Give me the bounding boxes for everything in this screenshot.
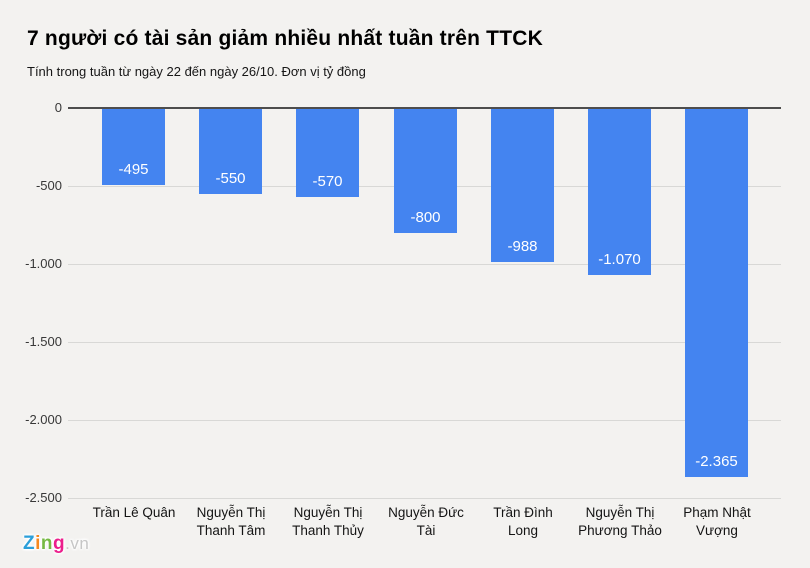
x-axis-category-label: Nguyễn Thị Thanh Thủy: [273, 504, 383, 540]
x-axis-category-line: Trần Đình: [493, 505, 553, 520]
gridline: [68, 342, 781, 343]
x-axis-category-line: Nguyễn Đức: [388, 505, 464, 520]
bar: -550: [199, 108, 262, 194]
y-axis-tick-label: -500: [35, 178, 62, 193]
x-axis-zero-line: [68, 107, 781, 109]
bar-value-label: -495: [118, 161, 149, 178]
zing-logo: Zing.vn: [23, 533, 89, 555]
x-axis-category-label: Nguyễn Thị Phương Thảo: [565, 504, 675, 540]
x-axis-category-line: Phương Thảo: [578, 523, 662, 538]
x-axis-category-line: Thanh Tâm: [196, 523, 266, 538]
bar: -988: [491, 108, 554, 262]
x-axis-category-label: Phạm Nhật Vượng: [662, 504, 772, 540]
bar: -800: [394, 108, 457, 233]
x-axis-category-line: Tài: [416, 523, 436, 538]
bar-value-label: -2.365: [695, 453, 738, 470]
x-axis-category-line: Vượng: [696, 523, 738, 538]
bar-value-label: -1.070: [598, 251, 641, 268]
y-axis-tick-label: -2.000: [25, 412, 62, 427]
gridline: [68, 420, 781, 421]
gridline: [68, 264, 781, 265]
y-axis-tick-label: 0: [54, 100, 62, 115]
bar: -495: [102, 108, 165, 185]
bar: -570: [296, 108, 359, 197]
y-axis-tick-label: -1.500: [25, 334, 62, 349]
logo-letter: g: [53, 533, 66, 554]
logo-letter: i: [35, 533, 41, 554]
y-axis-tick-label: -1.000: [25, 256, 62, 271]
chart-title: 7 người có tài sản giảm nhiều nhất tuần …: [27, 27, 543, 50]
chart-subtitle: Tính trong tuần từ ngày 22 đến ngày 26/1…: [27, 64, 366, 79]
x-axis-category-line: Nguyễn Thị: [196, 505, 266, 520]
x-axis-category-line: Phạm Nhật: [683, 505, 751, 520]
x-axis-category-label: Nguyễn Thị Thanh Tâm: [176, 504, 286, 540]
bar: -2.365: [685, 108, 748, 477]
bar-value-label: -570: [312, 173, 343, 190]
x-axis-category-line: Long: [507, 523, 539, 538]
gridline: [68, 498, 781, 499]
x-axis-category-line: Nguyễn Thị: [293, 505, 363, 520]
logo-letter: Z: [23, 533, 36, 554]
x-axis-category-label: Trần Đình Long: [468, 504, 578, 540]
y-axis-tick-label: -2.500: [25, 490, 62, 505]
x-axis-category-line: Thanh Thủy: [292, 523, 364, 538]
x-axis-category-line: Nguyễn Thị: [585, 505, 655, 520]
logo-suffix: .vn: [65, 534, 90, 553]
x-axis-category-label: Trần Lê Quân: [79, 504, 189, 522]
x-axis-category-line: Trần Lê Quân: [92, 505, 176, 520]
bar: -1.070: [588, 108, 651, 275]
x-axis-category-label: Nguyễn Đức Tài: [371, 504, 481, 540]
bar-value-label: -988: [507, 238, 538, 255]
bar-value-label: -550: [215, 170, 246, 187]
logo-letter: n: [40, 533, 53, 554]
bar-value-label: -800: [410, 209, 441, 226]
